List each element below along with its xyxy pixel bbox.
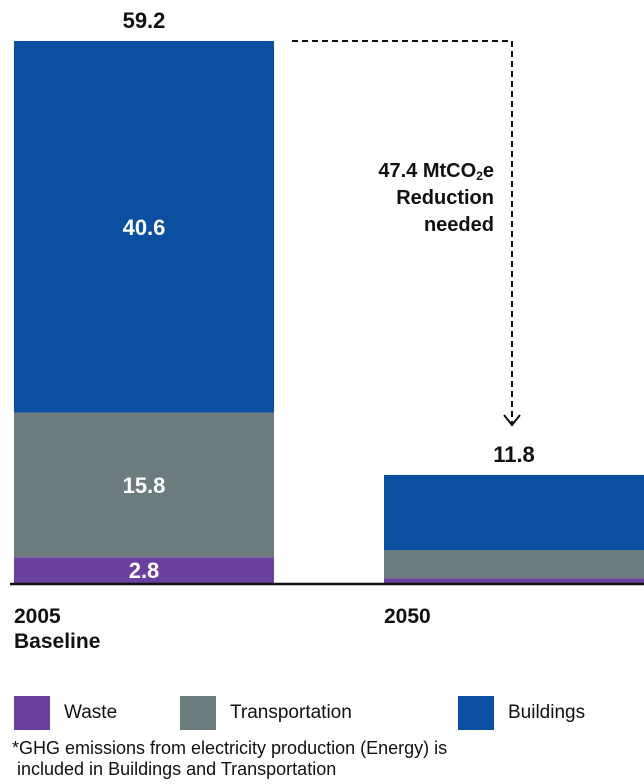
legend-swatch-transportation (180, 696, 216, 730)
reduction-value: 47.4 MtCO2e (378, 160, 494, 183)
bar-waste-0 (14, 557, 274, 583)
legend-item-waste: Waste (14, 696, 117, 730)
reduction-line3: needed (423, 214, 494, 236)
bar-transportation-1 (384, 550, 644, 579)
legend-item-transportation: Transportation (180, 696, 352, 730)
reduction-arrow-line (292, 40, 513, 425)
category-label-2050-line1: 2050 (384, 605, 431, 628)
reduction-annotation: 47.4 MtCO2e Reduction needed (378, 158, 494, 239)
legend: Waste Transportation Buildings (14, 696, 634, 730)
bar-buildings-1 (384, 474, 644, 551)
data-label-transportation-0: 15.8 (123, 473, 166, 498)
legend-item-buildings: Buildings (458, 696, 585, 730)
footnote-line2: included in Buildings and Transportation (12, 759, 337, 779)
legend-label-waste: Waste (64, 702, 118, 723)
legend-label-buildings: Buildings (508, 702, 586, 723)
legend-swatch-waste (14, 696, 50, 730)
legend-swatch-buildings (458, 696, 494, 730)
bar-buildings-0 (14, 41, 274, 413)
legend-label-transportation: Transportation (230, 702, 352, 723)
category-label-2005-line1: 2005 (14, 605, 61, 628)
reduction-arrow-head (503, 414, 521, 427)
bar-waste-1 (384, 578, 644, 583)
total-label-0: 59.2 (123, 8, 166, 33)
bar-transportation-0 (14, 412, 274, 558)
category-label-2005: 2005 Baseline (14, 604, 100, 654)
total-label-1: 11.8 (493, 442, 535, 467)
category-label-2005-line2: Baseline (14, 630, 101, 653)
category-label-2050: 2050 (384, 604, 431, 629)
footnote-line1: *GHG emissions from electricity producti… (12, 738, 448, 758)
data-label-waste-0: 2.8 (129, 558, 160, 583)
footnote: *GHG emissions from electricity producti… (12, 738, 632, 780)
stacked-bar-chart: 2.8 15.8 40.6 59.2 11.8 (10, 8, 644, 586)
data-label-buildings-0: 40.6 (123, 215, 166, 240)
reduction-line2: Reduction (396, 187, 494, 209)
